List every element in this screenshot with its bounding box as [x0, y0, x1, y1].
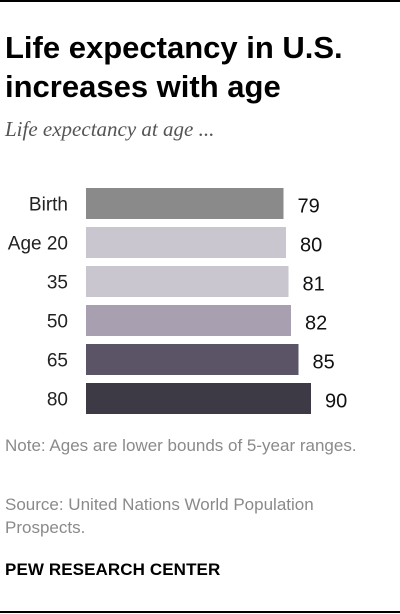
chart-note: Note: Ages are lower bounds of 5-year ra…: [5, 436, 357, 455]
category-label-2: 35: [47, 273, 68, 294]
category-label-4: 65: [47, 351, 68, 372]
value-label-0: 79: [298, 196, 320, 218]
value-label-5: 90: [325, 391, 347, 413]
value-label-4: 85: [313, 352, 335, 374]
category-label-5: 80: [47, 390, 68, 411]
value-label-2: 81: [303, 274, 325, 296]
chart-source: Source: United Nations World Population …: [5, 495, 314, 537]
chart-title: Life expectancy in U.S. increases with a…: [5, 30, 343, 104]
brand-logo-text: PEW RESEARCH CENTER: [5, 560, 221, 579]
bar-0: [86, 188, 284, 219]
category-label-3: 50: [47, 312, 68, 333]
category-label-0: Birth: [29, 195, 68, 216]
bar-5: [86, 383, 311, 414]
bar-3: [86, 305, 291, 336]
bar-chart: Birth 79 Age 20 80 35 81 50 82 65 85 80 90: [8, 188, 347, 414]
chart-subtitle: Life expectancy at age ...: [5, 117, 215, 141]
value-label-1: 80: [300, 235, 322, 257]
bottom-rule: [0, 611, 400, 613]
top-rule: [0, 0, 400, 2]
bar-2: [86, 266, 289, 297]
bar-1: [86, 227, 286, 258]
category-label-1: Age 20: [8, 234, 68, 255]
value-label-3: 82: [305, 313, 327, 335]
bar-4: [86, 344, 299, 375]
